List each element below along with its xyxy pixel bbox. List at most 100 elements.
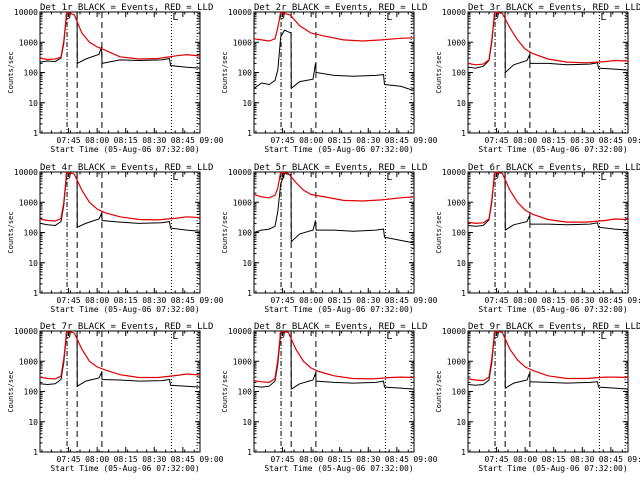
x-tick-label: 08:45: [385, 455, 409, 464]
x-axis-label: Start Time (05-Aug-06 07:32:00): [264, 145, 413, 154]
x-tick-label: 08:30: [356, 296, 380, 305]
x-tick-label: 09:00: [199, 455, 223, 464]
y-axis-label: Counts/sec: [221, 370, 229, 412]
bracket-marker: L: [172, 331, 178, 342]
x-tick-label: 08:45: [171, 136, 195, 145]
y-tick-label: 1: [33, 129, 38, 138]
plot-frame: [39, 11, 201, 134]
x-tick-label: 09:00: [199, 136, 223, 145]
panel-title: Det 2r BLACK = Events, RED = LLD: [254, 3, 427, 13]
x-tick-label: 09:00: [413, 296, 437, 305]
circle-marker: O: [65, 171, 71, 182]
series-line-lld: [40, 331, 200, 380]
y-axis-label: Counts/sec: [435, 211, 443, 253]
y-tick-label: 1000: [233, 38, 252, 47]
panel-title: Det 9r BLACK = Events, RED = LLD: [468, 322, 640, 332]
x-tick-label: 09:00: [413, 136, 437, 145]
y-tick-label: 10000: [228, 327, 252, 336]
x-tick-label: 08:45: [171, 296, 195, 305]
bracket-marker: L: [600, 12, 606, 23]
x-tick-label: 09:00: [627, 136, 640, 145]
y-axis-label: Counts/sec: [7, 51, 15, 93]
y-axis-label: Counts/sec: [435, 370, 443, 412]
circle-marker: O: [65, 330, 71, 341]
series-line-events: [254, 172, 414, 244]
plot-frame: [467, 11, 629, 134]
x-tick-label: 08:15: [542, 136, 566, 145]
y-tick-label: 100: [238, 229, 253, 238]
x-tick-label: 08:45: [385, 296, 409, 305]
x-axis-label: Start Time (05-Aug-06 07:32:00): [50, 145, 199, 154]
y-tick-label: 10000: [14, 168, 38, 177]
y-tick-label: 100: [452, 388, 467, 397]
panel-title: Det 3r BLACK = Events, RED = LLD: [468, 3, 640, 13]
x-tick-label: 09:00: [413, 455, 437, 464]
y-tick-label: 1000: [19, 198, 38, 207]
y-axis-label: Counts/sec: [435, 51, 443, 93]
x-tick-label: 08:00: [85, 455, 109, 464]
bracket-marker: L: [386, 12, 392, 23]
plot-frame: [39, 171, 201, 294]
x-axis-label: Start Time (05-Aug-06 07:32:00): [50, 464, 199, 473]
y-tick-label: 10000: [442, 8, 466, 17]
panel-6: Det 6r BLACK = Events, RED = LLD 1 10 100 10…: [435, 163, 640, 314]
x-axis-label: Start Time (05-Aug-06 07:32:00): [264, 464, 413, 473]
y-tick-label: 1: [33, 289, 38, 298]
x-tick-label: 08:30: [570, 455, 594, 464]
x-tick-label: 08:30: [570, 136, 594, 145]
y-tick-label: 10000: [442, 168, 466, 177]
plot-frame: [253, 171, 415, 294]
y-tick-label: 10: [456, 418, 466, 427]
x-tick-label: 08:30: [356, 136, 380, 145]
x-tick-label: 08:15: [542, 455, 566, 464]
panel-title: Det 1r BLACK = Events, RED = LLD: [40, 3, 213, 13]
series-line-events: [40, 331, 200, 388]
x-tick-label: 08:45: [171, 455, 195, 464]
x-tick-label: 08:45: [599, 455, 623, 464]
y-tick-label: 100: [24, 69, 39, 78]
y-tick-label: 10000: [14, 8, 38, 17]
x-tick-label: 08:00: [85, 296, 109, 305]
y-tick-label: 10: [456, 99, 466, 108]
y-tick-label: 1000: [19, 357, 38, 366]
bracket-marker: L: [172, 12, 178, 23]
circle-marker: O: [65, 11, 71, 22]
y-tick-label: 100: [452, 229, 467, 238]
panel-3: Det 3r BLACK = Events, RED = LLD 1 10 100 10…: [435, 3, 640, 154]
y-axis-label: Counts/sec: [221, 51, 229, 93]
x-tick-label: 08:30: [142, 455, 166, 464]
y-axis-label: Counts/sec: [7, 370, 15, 412]
panel-5: Det 5r BLACK = Events, RED = LLD 1 10 100 10…: [221, 163, 438, 314]
bracket-marker: L: [386, 172, 392, 183]
y-tick-label: 1: [461, 448, 466, 457]
y-tick-label: 1000: [233, 357, 252, 366]
y-tick-label: 10000: [228, 168, 252, 177]
y-tick-label: 10: [242, 99, 252, 108]
x-tick-label: 08:45: [599, 136, 623, 145]
series-line-lld: [254, 12, 414, 42]
x-axis-label: Start Time (05-Aug-06 07:32:00): [478, 145, 627, 154]
x-tick-label: 08:30: [142, 296, 166, 305]
y-axis-label: Counts/sec: [221, 211, 229, 253]
x-tick-label: 08:30: [356, 455, 380, 464]
y-tick-label: 100: [238, 388, 253, 397]
plot-frame: [467, 330, 629, 453]
circle-marker: O: [279, 11, 285, 22]
panel-title: Det 7r BLACK = Events, RED = LLD: [40, 322, 213, 332]
panel-4: Det 4r BLACK = Events, RED = LLD 1 10 100 10…: [7, 163, 224, 314]
x-tick-label: 08:15: [114, 296, 138, 305]
x-axis-label: Start Time (05-Aug-06 07:32:00): [264, 305, 413, 314]
x-tick-label: 09:00: [627, 455, 640, 464]
y-tick-label: 10: [28, 259, 38, 268]
y-tick-label: 10: [456, 259, 466, 268]
x-tick-label: 08:15: [114, 455, 138, 464]
x-tick-label: 08:45: [385, 136, 409, 145]
x-tick-label: 08:45: [599, 296, 623, 305]
panel-title: Det 4r BLACK = Events, RED = LLD: [40, 163, 213, 173]
y-tick-label: 10000: [14, 327, 38, 336]
x-tick-label: 08:15: [114, 136, 138, 145]
y-tick-label: 100: [452, 69, 467, 78]
panel-2: Det 2r BLACK = Events, RED = LLD 1 10 100 10…: [221, 3, 438, 154]
